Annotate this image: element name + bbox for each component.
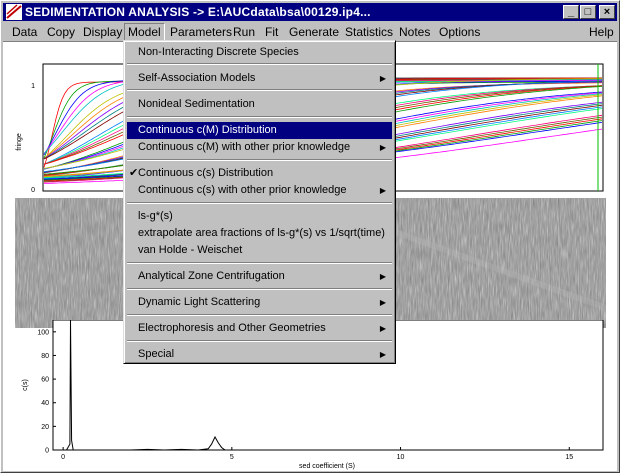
menu-item-analytical-zone-centrifugation[interactable]: Analytical Zone Centrifugation ▶ — [127, 268, 392, 285]
menu-item-ls-g-s[interactable]: ls-g*(s) — [138, 210, 173, 222]
lower-x-axis-label: sed coefficient (S) — [299, 463, 355, 470]
menu-item-self-association-models[interactable]: Self-Association Models ▶ — [127, 70, 392, 87]
menu-data[interactable]: Data — [12, 25, 38, 39]
submenu-arrow-icon: ▶ — [379, 272, 386, 281]
submenu-arrow-icon: ▶ — [379, 143, 386, 152]
submenu-arrow-icon: ▶ — [379, 298, 386, 307]
app-icon — [6, 4, 22, 20]
menu-parameters[interactable]: Parameters — [170, 25, 233, 39]
model-dropdown-menu: Non-Interacting Discrete Species Self-As… — [123, 40, 396, 364]
y-tick-label: 60 — [41, 377, 49, 384]
menu-bar: Data Copy Display Model Parameters Run F… — [3, 22, 617, 41]
submenu-arrow-icon: ▶ — [379, 186, 386, 195]
menu-generate[interactable]: Generate — [289, 25, 340, 39]
x-tick-label: 5 — [230, 454, 234, 461]
menu-separator — [127, 116, 392, 118]
upper-y-axis-label: fringe — [16, 133, 23, 151]
y-tick-label: 40 — [41, 400, 49, 407]
menu-item-extrapolate-area-fractions[interactable]: extrapolate area fractions of ls-g*(s) v… — [138, 227, 385, 239]
title-bar[interactable]: SEDIMENTATION ANALYSIS -> E:\AUCdata\bsa… — [3, 3, 617, 21]
checkmark-icon: ✔ — [129, 167, 139, 179]
lower-y-axis-label: c(s) — [22, 379, 29, 391]
x-tick-label: 0 — [61, 454, 65, 461]
y-tick-label: 0 — [45, 448, 49, 455]
menu-notes[interactable]: Notes — [399, 25, 431, 39]
menu-item-dynamic-light-scattering[interactable]: Dynamic Light Scattering ▶ — [127, 294, 392, 311]
close-button[interactable]: × — [599, 5, 615, 19]
menu-separator — [127, 314, 392, 316]
submenu-arrow-icon: ▶ — [379, 324, 386, 333]
menu-separator — [127, 159, 392, 161]
menu-display[interactable]: Display — [83, 25, 123, 39]
menu-item-special[interactable]: Special ▶ — [127, 346, 392, 363]
submenu-arrow-icon: ▶ — [379, 74, 386, 83]
menu-copy[interactable]: Copy — [47, 25, 76, 39]
menu-item-non-interacting-discrete-species[interactable]: Non-Interacting Discrete Species — [138, 46, 299, 58]
menu-options[interactable]: Options — [439, 25, 481, 39]
menu-item-continuous-cs-prior-knowledge[interactable]: Continuous c(s) with other prior knowled… — [127, 182, 392, 199]
menu-statistics[interactable]: Statistics — [345, 25, 394, 39]
cs-series-line — [63, 320, 603, 451]
menu-run[interactable]: Run — [233, 25, 256, 39]
menu-separator — [127, 63, 392, 65]
y-tick-0: 0 — [31, 187, 35, 194]
menu-separator — [127, 262, 392, 264]
menu-item-continuous-cs-distribution[interactable]: ✔ Continuous c(s) Distribution — [127, 165, 392, 182]
menu-model[interactable]: Model — [124, 23, 165, 41]
minimize-button[interactable]: _ — [563, 5, 579, 19]
y-tick-label: 80 — [41, 353, 49, 360]
y-tick-label: 20 — [41, 424, 49, 431]
submenu-arrow-icon: ▶ — [379, 350, 386, 359]
menu-fit[interactable]: Fit — [265, 25, 279, 39]
menu-item-van-holde-weischet[interactable]: van Holde - Weischet — [138, 244, 243, 256]
x-tick-label: 10 — [397, 454, 405, 461]
y-tick-1: 1 — [31, 83, 35, 90]
menu-separator — [127, 202, 392, 204]
menu-item-electrophoresis-other-geometries[interactable]: Electrophoresis and Other Geometries ▶ — [127, 320, 392, 337]
menu-item-continuous-cm-distribution[interactable]: Continuous c(M) Distribution — [127, 122, 392, 139]
y-tick-label: 100 — [37, 329, 49, 336]
menu-item-continuous-cm-prior-knowledge[interactable]: Continuous c(M) with other prior knowled… — [127, 139, 392, 156]
x-tick-label: 15 — [565, 454, 573, 461]
window-title: SEDIMENTATION ANALYSIS -> E:\AUCdata\bsa… — [25, 5, 371, 19]
menu-separator — [127, 340, 392, 342]
menu-item-nonideal-sedimentation[interactable]: Nonideal Sedimentation — [138, 98, 255, 110]
maximize-button[interactable]: □ — [580, 5, 596, 19]
menu-help[interactable]: Help — [589, 25, 614, 39]
menu-separator — [127, 288, 392, 290]
menu-separator — [127, 89, 392, 91]
